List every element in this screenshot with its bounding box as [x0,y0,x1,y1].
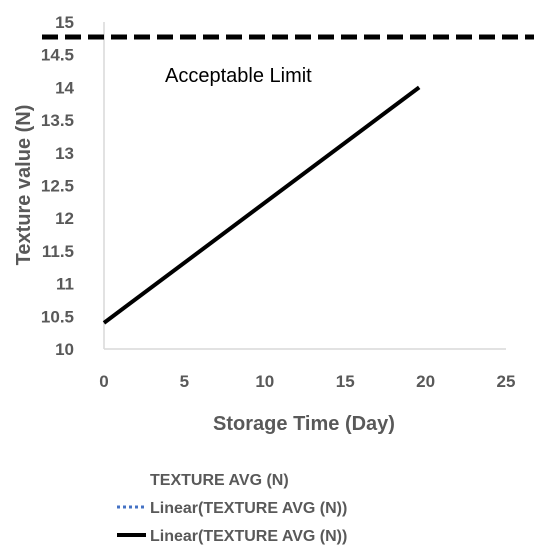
legend-entry-linear-solid: Linear(TEXTURE AVG (N)) [150,528,347,545]
legend-entry-linear-dotted: Linear(TEXTURE AVG (N)) [150,500,347,517]
y-tick-label: 13 [55,144,74,163]
legend: TEXTURE AVG (N) Linear(TEXTURE AVG (N)) … [117,472,347,545]
x-tick-label: 20 [416,372,435,391]
x-tick-label: 15 [336,372,355,391]
y-tick-label: 13.5 [41,111,74,130]
x-tick-label: 0 [99,372,108,391]
axes [103,22,506,350]
series-line [102,85,421,325]
legend-entry-texture-avg: TEXTURE AVG (N) [150,472,289,489]
x-axis-title: Storage Time (Day) [213,413,395,435]
y-tick-labels: 10 10.5 11 11.5 12 12.5 13 13.5 14 14.5 15 [41,13,75,359]
y-axis-title: Texture value (N) [13,105,35,266]
y-tick-label: 11.5 [42,242,74,261]
x-tick-label: 25 [497,372,516,391]
x-tick-label: 5 [180,372,189,391]
y-tick-label: 10.5 [41,307,74,326]
y-tick-label: 15 [55,13,74,32]
x-tick-labels: 0 5 10 15 20 25 [99,372,515,391]
acceptable-limit-label: Acceptable Limit [165,65,312,87]
y-tick-label: 10 [55,340,74,359]
series-lines [102,85,421,325]
y-tick-label: 12.5 [41,177,74,196]
y-tick-label: 12 [55,209,74,228]
x-tick-label: 10 [255,372,274,391]
y-tick-label: 11 [56,275,74,294]
y-tick-label: 14.5 [41,46,74,65]
y-tick-label: 14 [55,78,74,97]
